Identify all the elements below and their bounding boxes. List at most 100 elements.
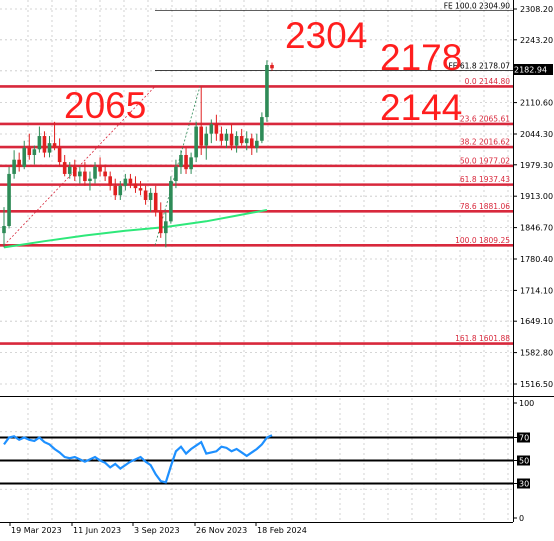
candle-body — [244, 138, 249, 144]
fib-level-label: 23.6 2065.61 — [460, 114, 510, 123]
candle-body — [47, 143, 52, 153]
candle-body — [224, 133, 229, 141]
candle-body — [169, 181, 173, 222]
indicator-tick-label: 50 — [519, 457, 529, 466]
price-tick-label: 1780.40 — [520, 255, 553, 264]
candle-body — [108, 176, 112, 186]
candle-body — [204, 133, 209, 146]
candle-body — [93, 166, 97, 179]
fib-level-label: 50.0 1977.02 — [460, 156, 510, 165]
candle-body — [133, 183, 138, 189]
indicator-tick-label: 70 — [519, 434, 529, 443]
annotation-2178: 2178 — [380, 37, 462, 78]
candle-body — [128, 178, 133, 184]
indicator-level-box — [517, 478, 530, 489]
candle-body — [113, 185, 118, 196]
fib-level-label: 100.0 1809.25 — [455, 236, 510, 245]
time-axis: 19 Mar 2023 11 Jun 2023 3 Sep 2023 26 Nov 2… — [9, 522, 307, 535]
candle-body — [199, 126, 204, 146]
time-tick-label: 18 Feb 2024 — [257, 526, 307, 535]
fib-level-label: 161.8 1601.88 — [455, 334, 510, 343]
fib-level-label: 61.8 1937.43 — [460, 175, 510, 184]
candle-body — [239, 136, 244, 144]
price-tick-label: 1516.50 — [520, 380, 553, 389]
price-tick-label: 1649.10 — [520, 317, 553, 326]
candle-body — [194, 126, 198, 158]
candle-body — [229, 133, 234, 146]
fe-diagonal — [154, 86, 201, 246]
candle-body — [88, 178, 92, 182]
fib-level-label: 78.6 1881.06 — [460, 202, 510, 211]
candle-body — [270, 64, 274, 69]
price-tick-label: 2243.20 — [520, 36, 553, 45]
price-tick-label: 1913.00 — [520, 192, 553, 201]
candle-body — [78, 171, 82, 177]
candle-body — [52, 143, 57, 148]
candle-body — [260, 117, 264, 141]
candle-body — [103, 171, 107, 177]
candle-body — [265, 64, 269, 118]
annotation-2144: 2144 — [380, 87, 462, 128]
indicator-series — [3, 434, 273, 484]
candle-body — [249, 138, 254, 148]
price-tick-label: 1714.10 — [520, 286, 553, 295]
annotation-2304: 2304 — [285, 15, 367, 56]
candle-body — [234, 136, 239, 146]
ma-line — [3, 208, 268, 249]
moving-average — [3, 208, 268, 249]
candle-body — [118, 185, 123, 196]
price-tick-label: 2308.20 — [520, 5, 553, 14]
candle-body — [164, 221, 168, 234]
candle-body — [12, 159, 16, 174]
fib-level-label: 38.2 2016.62 — [460, 138, 510, 147]
candle-body — [22, 147, 27, 167]
fib-diagonal — [3, 86, 156, 246]
candle-body — [42, 136, 47, 153]
price-tick-label: 2044.30 — [520, 130, 553, 139]
price-tick-label: 2110.60 — [520, 99, 553, 108]
fe-level-label: FE 61.8 2178.07 — [448, 62, 510, 71]
time-tick-label: 3 Sep 2023 — [134, 526, 180, 535]
candle-body — [148, 192, 153, 200]
candle-body — [138, 188, 143, 191]
candles — [2, 60, 274, 248]
candle-body — [184, 154, 188, 170]
indicator-tick-label: 30 — [519, 480, 529, 489]
candle-body — [7, 173, 11, 227]
time-tick-label: 11 Jun 2023 — [73, 526, 121, 535]
indicator-level-box — [517, 432, 530, 443]
fe-levels: FE 100.0 2304.90 FE 61.8 2178.07 — [155, 2, 513, 71]
candle-body — [37, 136, 42, 150]
current-price-label: 2182.94 — [514, 66, 547, 75]
fib-levels: 0.0 2144.80 23.6 2065.61 38.2 2016.62 50.0 … — [0, 77, 513, 345]
candle-body — [214, 124, 219, 134]
candle-body — [143, 190, 148, 200]
current-price-marker: 2182.94 — [513, 64, 553, 75]
candle-body — [72, 166, 77, 177]
candle-body — [98, 166, 102, 172]
candle-body — [57, 147, 62, 163]
candle-body — [255, 140, 259, 148]
time-tick-label: 19 Mar 2023 — [11, 526, 62, 535]
candle-body — [62, 162, 67, 174]
candle-body — [179, 154, 183, 167]
indicator-tick-label: 0 — [519, 514, 524, 523]
candle-body — [17, 159, 21, 167]
candle-body — [2, 226, 6, 234]
price-tick-label: 1846.70 — [520, 224, 553, 233]
indicator-tick-label: 100 — [519, 399, 534, 408]
fib-level-label: 0.0 2144.80 — [465, 77, 511, 86]
fib-diagonals — [3, 86, 201, 246]
candle-body — [32, 149, 37, 155]
candle-body — [158, 211, 163, 234]
candle-body — [174, 166, 178, 182]
candle-body — [83, 171, 87, 182]
candle-body — [219, 133, 224, 141]
price-tick-label: 1582.80 — [520, 349, 553, 358]
candle-body — [123, 178, 128, 186]
candle-body — [67, 166, 72, 174]
candle-body — [189, 157, 193, 170]
time-tick-label: 26 Nov 2023 — [196, 526, 247, 535]
candle-body — [209, 124, 214, 134]
